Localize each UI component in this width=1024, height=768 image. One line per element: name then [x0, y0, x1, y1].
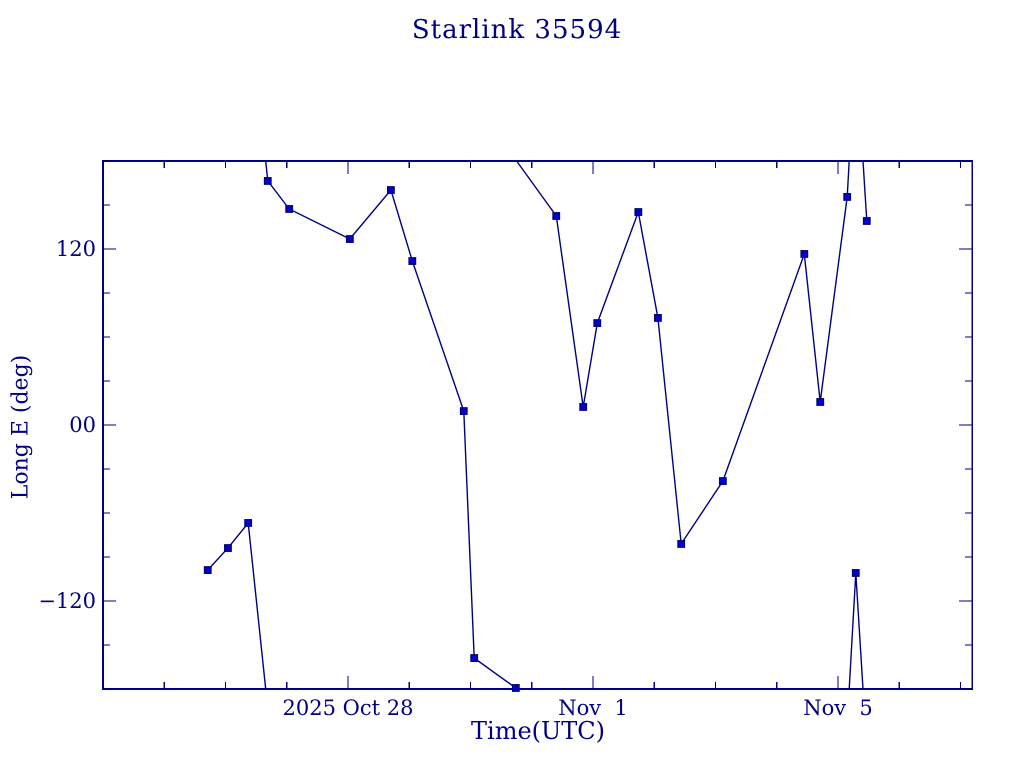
- data-point-marker: [203, 566, 212, 574]
- data-point-marker: [654, 314, 662, 322]
- data-point-marker: [634, 208, 643, 216]
- data-point-marker: [851, 569, 860, 577]
- series-line: [207, 521, 267, 690]
- data-point-marker: [345, 235, 354, 243]
- data-point-marker: [816, 398, 825, 406]
- x-axis-title: Time(UTC): [471, 717, 605, 745]
- data-point-marker: [511, 684, 520, 692]
- data-point-marker: [459, 407, 468, 415]
- series-line: [862, 160, 868, 222]
- x-tick-label: Nov 1: [558, 696, 628, 720]
- series-line: [848, 572, 864, 690]
- x-tick-label: 2025 Oct 28: [282, 696, 414, 720]
- series-line: [516, 160, 850, 546]
- data-point-marker: [386, 186, 395, 194]
- data-point-marker: [470, 654, 479, 662]
- y-tick-label: 00: [69, 413, 96, 437]
- data-point-marker: [263, 177, 272, 185]
- data-point-marker: [800, 250, 809, 258]
- data-point-marker: [579, 403, 588, 411]
- x-tick-label: Nov 5: [803, 696, 873, 720]
- series-line: [265, 160, 518, 690]
- data-point-marker: [244, 519, 253, 527]
- plot-frame: [102, 160, 973, 690]
- chart-title: Starlink 35594: [411, 15, 623, 45]
- y-tick-label: −120: [38, 589, 96, 613]
- data-point-marker: [593, 319, 602, 327]
- y-tick-label: 120: [55, 237, 96, 261]
- data-point-marker: [843, 193, 852, 201]
- data-point-marker: [408, 257, 417, 265]
- data-point-marker: [285, 205, 294, 213]
- data-point-marker: [224, 544, 232, 552]
- data-point-marker: [862, 217, 871, 225]
- data-point-marker: [677, 540, 686, 548]
- data-point-marker: [718, 477, 727, 485]
- data-point-marker: [552, 212, 561, 220]
